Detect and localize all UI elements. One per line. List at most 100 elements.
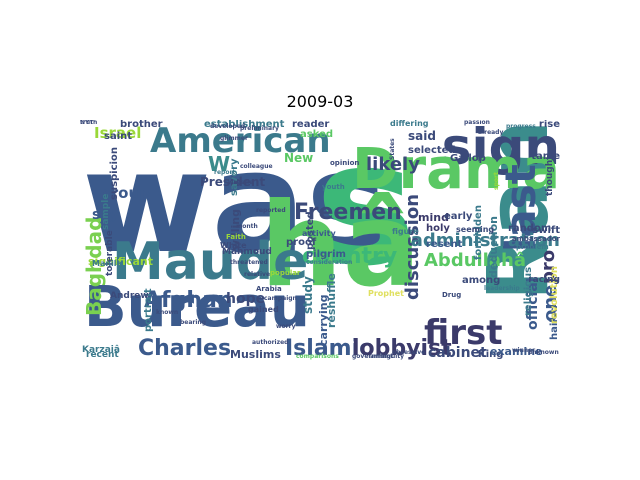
cloud-word: campaign: [264, 295, 297, 302]
cloud-word: establishment: [204, 120, 285, 130]
cloud-word: Afghan: [144, 288, 233, 313]
cloud-word: winner: [512, 347, 536, 354]
cloud-word: ambassador: [511, 235, 560, 243]
cloud-word: Karzaiâ: [82, 345, 120, 355]
cloud-word: youth: [322, 183, 345, 191]
cloud-word: developed: [210, 123, 246, 130]
cloud-word: cabinet: [428, 345, 487, 360]
cloud-word: figure: [392, 227, 419, 236]
cloud-word: opinion: [330, 159, 360, 167]
cloud-word: passion: [464, 120, 490, 126]
cloud-word: pilgrim: [306, 249, 346, 260]
cloud-word: Mahmoud: [222, 247, 272, 257]
cloud-word: resent: [426, 239, 463, 250]
cloud-word: study: [301, 276, 315, 314]
cloud-word: wrestle: [228, 179, 254, 186]
cloud-word: New: [284, 151, 314, 165]
cloud-word: Gallop: [450, 153, 486, 164]
cloud-word: differing: [390, 120, 429, 128]
cloud-word: report: [214, 169, 236, 176]
cloud-word: worry: [276, 323, 296, 330]
cloud-word: unknown: [528, 349, 559, 356]
cloud-word: racing: [528, 275, 560, 285]
cloud-word: glimmer: [220, 135, 248, 142]
cloud-word: proof: [286, 237, 317, 248]
cloud-word: colleague: [240, 163, 273, 170]
cloud-word: selected: [408, 145, 456, 156]
cloud-word: relative: [244, 271, 271, 278]
cloud-word: rise: [538, 120, 560, 130]
cloud-word: NYT: [80, 120, 94, 126]
word-cloud: was s hâ Ran Bureau Maude sign Drama American fir…: [80, 120, 560, 360]
cloud-word: sample: [101, 193, 111, 230]
cloud-word: brother: [120, 120, 163, 130]
cloud-word: States: [389, 138, 396, 160]
cloud-word: Charles: [138, 336, 232, 360]
cloud-word: significant: [88, 255, 153, 268]
cloud-word: Maude: [112, 232, 309, 292]
cloud-word: progress: [506, 123, 536, 130]
cloud-word: Manila: [92, 259, 122, 268]
cloud-word: say: [92, 207, 119, 223]
cloud-word: Abdullahâ: [424, 250, 526, 271]
cloud-word: Drug: [442, 291, 462, 299]
cloud-word: examine: [490, 345, 543, 358]
cloud-word: Arabia: [256, 285, 282, 293]
cloud-word: President: [200, 175, 266, 189]
cloud-word: lobbyist: [352, 336, 452, 360]
cloud-word: leadership: [484, 285, 520, 292]
cloud-word: likely: [366, 154, 420, 175]
cloud-word: among: [462, 275, 501, 286]
cloud-word: White: [220, 241, 247, 250]
cloud-word: Muslims: [230, 348, 281, 360]
cloud-word: carrying: [317, 294, 330, 346]
cloud-word: ambiguity: [370, 353, 405, 360]
cloud-word: tolerable: [105, 230, 115, 276]
cloud-word: seeming: [456, 225, 495, 234]
cloud-word: popular: [270, 269, 301, 277]
cloud-word: tame: [531, 151, 560, 162]
cloud-word: country: [302, 244, 398, 269]
cloud-word: Freemen: [294, 200, 402, 225]
cloud-word: early: [444, 211, 473, 222]
cloud-word: gained: [248, 305, 279, 314]
cloud-word: Andrew: [110, 291, 149, 301]
cloud-word: was: [82, 122, 390, 285]
cloud-word: known: [156, 309, 179, 316]
cloud-word: suspicion: [109, 147, 120, 200]
cloud-word: Drama: [351, 137, 560, 202]
cloud-word: holy: [426, 223, 450, 234]
cloud-word: consideration: [306, 259, 353, 266]
cloud-word: already: [478, 129, 504, 136]
cloud-word: Bureau: [84, 275, 310, 340]
cloud-word: authorized: [252, 339, 289, 346]
cloud-word: comparisons: [296, 353, 339, 360]
cloud-word: Faith: [226, 233, 246, 241]
cloud-word: Islamic: [285, 336, 373, 360]
cloud-word: mind: [418, 211, 449, 224]
cloud-word: said: [408, 129, 436, 143]
cloud-word: W: [208, 152, 231, 176]
chart-title: 2009-03: [286, 92, 354, 111]
cloud-word: random: [508, 223, 552, 234]
cloud-word: reader: [292, 120, 330, 130]
cloud-word: sport: [493, 172, 500, 190]
cloud-word: activity: [302, 229, 336, 238]
cloud-word: Prophet: [368, 289, 404, 298]
cloud-word: recent: [86, 350, 119, 360]
cloud-word: Israel: [94, 124, 142, 142]
cloud-word: s: [315, 120, 417, 304]
cloud-word: truth: [80, 120, 98, 126]
cloud-word: obsessive: [392, 349, 426, 356]
cloud-word: swift: [532, 225, 560, 236]
cloud-word: administration: [410, 230, 560, 251]
cloud-word: threatened: [230, 259, 268, 266]
cloud-word: government: [352, 353, 394, 360]
cloud-word: saint: [104, 131, 133, 142]
cloud-word: American: [150, 121, 331, 161]
cloud-word: preliminary: [240, 125, 279, 132]
cloud-word: reported: [256, 207, 286, 214]
cloud-word: month: [236, 223, 258, 230]
cloud-word: savory: [229, 158, 240, 196]
cloud-word: bearing: [180, 319, 206, 326]
